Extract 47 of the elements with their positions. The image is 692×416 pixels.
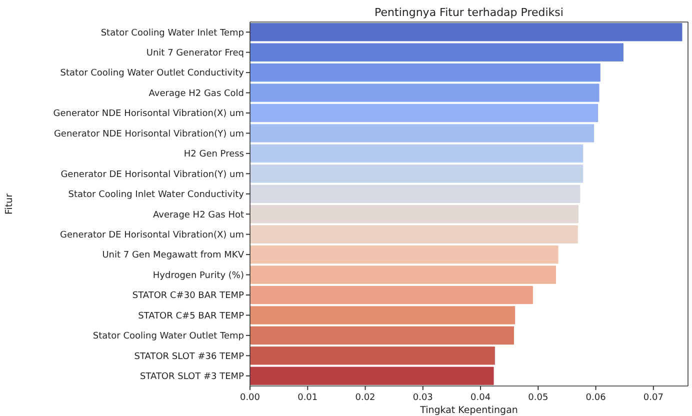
bar xyxy=(250,266,556,284)
bar xyxy=(250,225,578,244)
x-tick-label: 0.05 xyxy=(528,393,548,403)
x-tick-label: 0.02 xyxy=(355,393,376,403)
bar xyxy=(250,245,558,264)
bar xyxy=(250,104,598,122)
y-tick-label: Stator Cooling Inlet Water Conductivity xyxy=(68,190,245,200)
bar xyxy=(250,366,494,385)
x-tick-label: 0.01 xyxy=(298,393,318,403)
y-tick-label: Generator DE Horisontal Vibration(X) um xyxy=(60,230,244,240)
bar xyxy=(250,84,600,102)
bar xyxy=(250,184,580,203)
y-tick-label: Average H2 Gas Hot xyxy=(152,210,244,220)
x-tick-label: 0.04 xyxy=(470,393,491,403)
x-tick-label: 0.03 xyxy=(412,393,433,403)
y-tick-label: Unit 7 Generator Freq xyxy=(146,48,244,58)
y-tick-label: Unit 7 Gen Megawatt from MKV xyxy=(102,250,245,261)
bar xyxy=(250,144,584,163)
y-tick-label: Stator Cooling Water Outlet Conductivity xyxy=(60,68,245,79)
bar xyxy=(250,124,594,142)
x-axis-title: Tingkat Kepentingan xyxy=(419,405,518,416)
y-tick-label: STATOR SLOT #3 TEMP xyxy=(140,372,245,382)
y-tick-label: STATOR SLOT #36 TEMP xyxy=(134,352,245,362)
y-axis-title: Fitur xyxy=(4,193,15,215)
y-tick-label: Hydrogen Purity (%) xyxy=(152,270,244,281)
x-tick-label: 0.06 xyxy=(586,393,606,403)
x-tick-label: 0.07 xyxy=(643,393,664,403)
bar xyxy=(250,63,600,82)
y-tick-label: Generator NDE Horisontal Vibration(X) um xyxy=(53,109,244,120)
bar xyxy=(250,205,578,224)
y-tick-label: Generator DE Horisontal Vibration(Y) um xyxy=(60,170,244,180)
x-tick-label: 0.00 xyxy=(240,393,260,403)
y-tick-label: Average H2 Gas Cold xyxy=(148,88,244,99)
bar xyxy=(250,326,514,345)
y-tick-label: Stator Cooling Water Inlet Temp xyxy=(100,28,244,38)
chart-title: Pentingnya Fitur terhadap Prediksi xyxy=(374,6,564,19)
bar xyxy=(250,306,516,324)
bar xyxy=(250,23,682,42)
y-tick-label: STATOR C#30 BAR TEMP xyxy=(132,291,245,302)
y-tick-label: Stator Cooling Water Outlet Temp xyxy=(92,332,244,342)
bar xyxy=(250,286,533,304)
y-tick-label: Generator NDE Horisontal Vibration(Y) um xyxy=(54,129,244,140)
bar xyxy=(250,43,624,62)
bar xyxy=(250,346,495,365)
y-tick-label: H2 Gen Press xyxy=(184,150,244,160)
y-tick-label: STATOR C#5 BAR TEMP xyxy=(138,311,245,322)
bar xyxy=(250,164,584,183)
